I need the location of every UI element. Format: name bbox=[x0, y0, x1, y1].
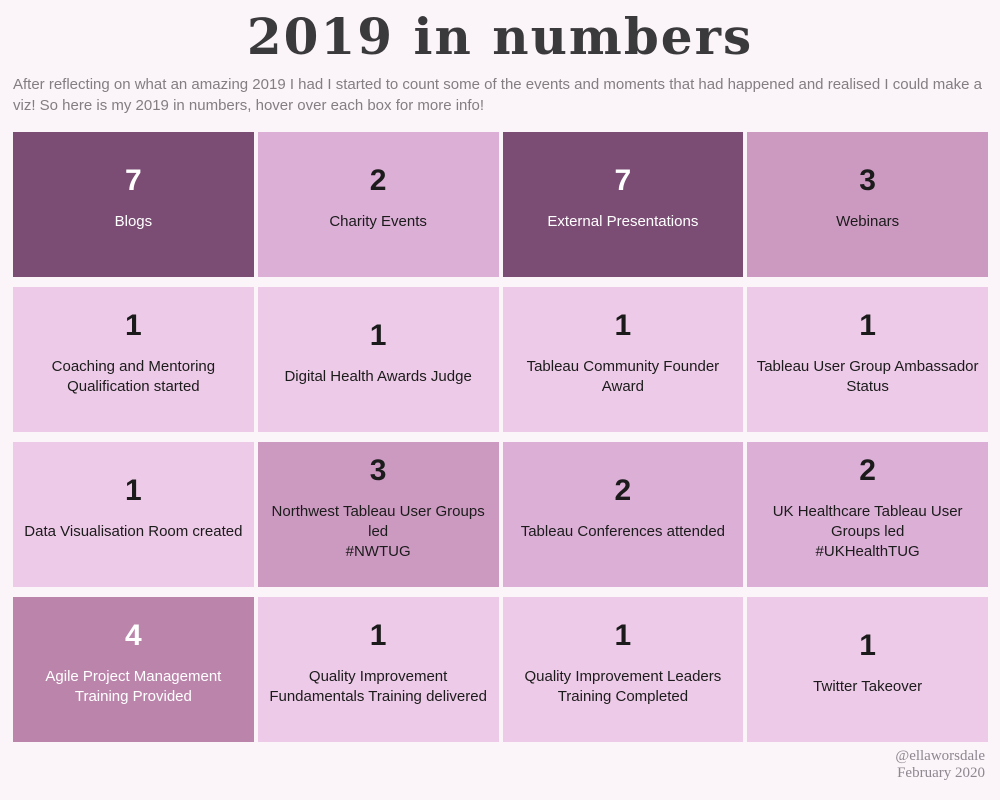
tile-3[interactable]: 7 External Presentations bbox=[502, 132, 744, 277]
tile-grid: 7 Blogs 2 Charity Events 7 External Presentat… bbox=[13, 132, 988, 742]
tile-label: Twitter Takeover bbox=[813, 677, 923, 695]
tile-value: 3 bbox=[859, 163, 876, 197]
page-subtitle: After reflecting on what an amazing 2019… bbox=[13, 76, 982, 114]
tile-11[interactable]: 2 Tableau Conferences attended bbox=[502, 442, 744, 587]
tile-value: 1 bbox=[369, 318, 387, 352]
tile-7[interactable]: 1 Tableau Community Founder Award bbox=[502, 287, 744, 432]
page-title: 2019 in numbers bbox=[246, 7, 754, 66]
credit: @ellaworsdale February 2020 bbox=[895, 748, 985, 782]
tile-value: 3 bbox=[369, 453, 387, 487]
tile-label: Blogs bbox=[114, 212, 153, 230]
tile-label: Data Visualisation Room created bbox=[24, 522, 243, 540]
tile-5[interactable]: 1 Coaching and Mentoring Qualification st… bbox=[13, 287, 254, 432]
tile-value: 2 bbox=[614, 473, 632, 507]
tile-label: Quality Improvement Fundamentals Trainin… bbox=[269, 667, 487, 705]
tile-label: UK Healthcare Tableau User Groups led #U… bbox=[772, 502, 963, 560]
credit-handle: @ellaworsdale bbox=[895, 748, 985, 764]
tile-label: External Presentations bbox=[547, 212, 699, 230]
tile-label: Agile Project Management Training Provid… bbox=[45, 667, 222, 705]
tile-16[interactable]: 1 Twitter Takeover bbox=[747, 597, 988, 742]
tile-value: 1 bbox=[614, 308, 632, 342]
tile-value: 2 bbox=[859, 453, 876, 487]
tile-14[interactable]: 1 Quality Improvement Fundamentals Traini… bbox=[257, 597, 499, 742]
tile-label: Tableau Community Founder Award bbox=[526, 357, 720, 395]
tile-value: 1 bbox=[859, 628, 876, 662]
tile-label: Charity Events bbox=[329, 212, 427, 230]
tile-label: Tableau Conferences attended bbox=[520, 522, 726, 540]
tile-label: Quality Improvement Leaders Training Com… bbox=[524, 667, 722, 705]
tile-12[interactable]: 2 UK Healthcare Tableau User Groups led #… bbox=[747, 442, 988, 587]
tile-2[interactable]: 2 Charity Events bbox=[257, 132, 499, 277]
tile-label: Northwest Tableau User Groups led #NWTUG bbox=[271, 502, 485, 560]
tile-value: 1 bbox=[369, 618, 387, 652]
tile-15[interactable]: 1 Quality Improvement Leaders Training Co… bbox=[502, 597, 744, 742]
tile-9[interactable]: 1 Data Visualisation Room created bbox=[13, 442, 254, 587]
tile-value: 7 bbox=[125, 163, 142, 197]
tile-10[interactable]: 3 Northwest Tableau User Groups led #NWTU… bbox=[257, 442, 499, 587]
tile-value: 1 bbox=[859, 308, 876, 342]
tile-8[interactable]: 1 Tableau User Group Ambassador Status bbox=[747, 287, 988, 432]
tile-value: 2 bbox=[369, 163, 387, 197]
tile-label: Webinars bbox=[836, 212, 900, 230]
tile-value: 1 bbox=[614, 618, 632, 652]
tile-label: Coaching and Mentoring Qualification sta… bbox=[51, 357, 216, 395]
tile-13[interactable]: 4 Agile Project Management Training Provi… bbox=[13, 597, 254, 742]
tile-value: 7 bbox=[614, 163, 632, 197]
tile-value: 1 bbox=[125, 308, 142, 342]
tile-value: 1 bbox=[125, 473, 142, 507]
tile-label: Digital Health Awards Judge bbox=[284, 367, 472, 385]
tile-value: 4 bbox=[125, 618, 142, 652]
credit-date: February 2020 bbox=[897, 765, 985, 781]
tile-6[interactable]: 1 Digital Health Awards Judge bbox=[257, 287, 499, 432]
tile-4[interactable]: 3 Webinars bbox=[747, 132, 988, 277]
tile-label: Tableau User Group Ambassador Status bbox=[756, 357, 979, 395]
tile-1[interactable]: 7 Blogs bbox=[13, 132, 254, 277]
